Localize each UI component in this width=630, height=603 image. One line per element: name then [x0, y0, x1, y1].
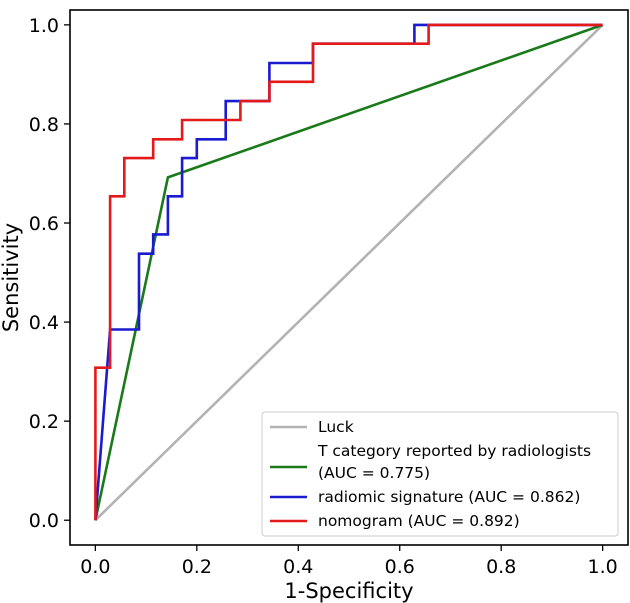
plot-frame	[69, 9, 629, 546]
legend-entry-t-category-label: (AUC = 0.775)	[318, 464, 430, 482]
legend: Luck T category reported by radiologists (…	[261, 411, 619, 537]
x-tick-label: 0.0	[80, 556, 110, 578]
y-axis-label: Sensitivity	[0, 223, 23, 332]
y-tick-label: 1.0	[29, 15, 59, 37]
y-tick-label: 0.2	[29, 411, 59, 433]
x-tick-label: 0.6	[385, 556, 415, 578]
x-tick-label: 0.2	[182, 556, 212, 578]
legend-entry-radiomic-label: radiomic signature (AUC = 0.862)	[318, 488, 580, 506]
luck-line	[94, 23, 604, 522]
y-tick-label: 0.6	[29, 213, 59, 235]
x-tick-label: 0.4	[283, 556, 313, 578]
x-tick-label: 0.8	[486, 556, 516, 578]
y-tick-label: 0.0	[29, 510, 59, 532]
legend-box	[261, 411, 619, 537]
nomogram-line	[94, 23, 603, 521]
x-tick-label: 1.0	[588, 556, 618, 578]
series-layer	[94, 23, 604, 522]
y-tick-label: 0.8	[29, 114, 59, 136]
x-axis-label: 1-Specificity	[284, 579, 413, 603]
legend-entry-luck-label: Luck	[318, 418, 354, 436]
legend-entry-nomogram-label: nomogram (AUC = 0.892)	[318, 512, 520, 530]
ticks-layer: 0.0 0.2 0.4 0.6 0.8 1.0 0.0 0.2 0.4 0.6 0.8 1.0	[29, 15, 618, 578]
t-category-line	[94, 23, 604, 521]
legend-entry-t-category-label: T category reported by radiologists	[317, 442, 591, 460]
y-tick-label: 0.4	[29, 312, 59, 334]
